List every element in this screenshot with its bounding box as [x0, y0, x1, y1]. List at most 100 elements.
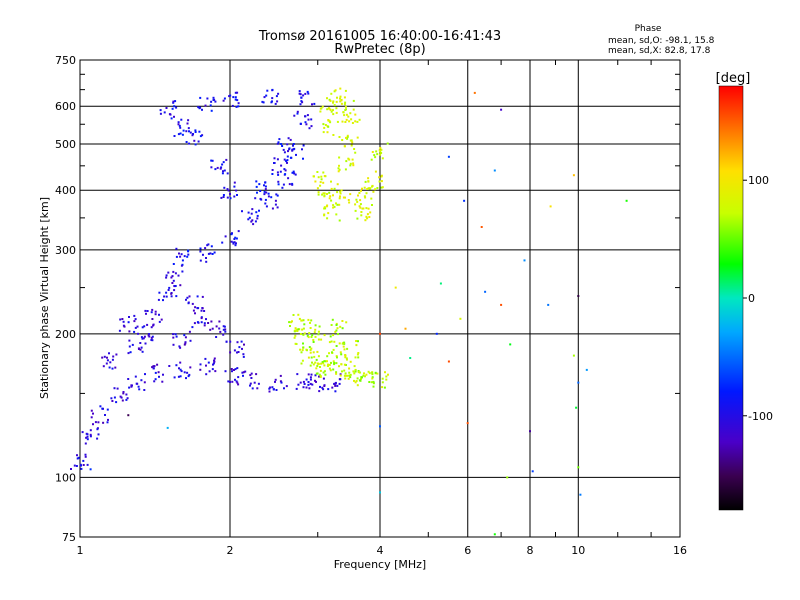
- data-point: [335, 345, 338, 347]
- data-point: [268, 390, 271, 393]
- data-point: [234, 368, 237, 371]
- data-point: [303, 383, 306, 385]
- data-point: [296, 330, 299, 332]
- data-point: [302, 380, 305, 383]
- data-point: [315, 358, 318, 361]
- data-point: [243, 343, 245, 346]
- data-point: [235, 380, 238, 383]
- data-point: [336, 120, 339, 123]
- data-point: [332, 368, 335, 371]
- data-point: [133, 320, 136, 323]
- data-point: [409, 357, 412, 359]
- data-point: [327, 212, 330, 215]
- data-point: [323, 214, 326, 217]
- data-point: [330, 180, 332, 183]
- data-point: [81, 431, 84, 434]
- data-point: [298, 92, 301, 95]
- data-point: [529, 430, 531, 433]
- data-point: [276, 206, 279, 209]
- data-point: [233, 349, 236, 352]
- data-point: [316, 187, 319, 190]
- data-point: [327, 363, 329, 366]
- data-point: [270, 196, 273, 199]
- data-point: [235, 237, 238, 240]
- data-point: [319, 110, 322, 113]
- data-point: [330, 199, 333, 202]
- data-point: [346, 136, 349, 138]
- data-point: [240, 340, 243, 343]
- data-point: [339, 378, 342, 381]
- data-point: [322, 131, 325, 134]
- data-point: [193, 322, 196, 325]
- data-point: [92, 423, 94, 426]
- data-point: [337, 167, 340, 170]
- data-point: [307, 381, 310, 383]
- data-point: [309, 351, 312, 354]
- data-point: [339, 100, 342, 103]
- data-point: [229, 340, 232, 343]
- data-point: [151, 308, 154, 311]
- x-tick-label: 10: [571, 544, 585, 557]
- data-point: [127, 321, 130, 324]
- data-point: [281, 145, 284, 147]
- data-point: [357, 370, 360, 372]
- data-point: [352, 370, 355, 373]
- data-point: [255, 180, 258, 183]
- data-point: [279, 170, 282, 173]
- data-point: [319, 107, 322, 110]
- data-point: [255, 211, 258, 214]
- data-point: [238, 346, 241, 349]
- data-point: [303, 332, 306, 335]
- data-point: [275, 95, 278, 98]
- data-point: [290, 321, 293, 324]
- data-point: [307, 118, 310, 121]
- data-point: [154, 371, 157, 374]
- data-point: [209, 328, 212, 331]
- data-point: [333, 363, 336, 366]
- data-point: [334, 390, 337, 393]
- data-point: [232, 96, 235, 99]
- data-point: [343, 363, 346, 366]
- data-point: [89, 435, 92, 438]
- data-point: [242, 355, 245, 358]
- data-point: [333, 187, 336, 190]
- data-point: [233, 181, 236, 184]
- data-point: [271, 207, 274, 210]
- data-point: [106, 421, 109, 424]
- y-tick-label: 300: [55, 244, 76, 257]
- data-point: [271, 386, 274, 389]
- data-point: [473, 91, 476, 94]
- data-point: [262, 101, 265, 104]
- x-tick-label: 8: [527, 544, 534, 557]
- data-point: [381, 377, 384, 380]
- x-tick-label: 6: [464, 544, 471, 557]
- data-point: [335, 324, 338, 326]
- data-point: [331, 351, 333, 354]
- data-point: [205, 373, 208, 376]
- data-point: [291, 171, 294, 174]
- data-point: [301, 328, 304, 331]
- data-point: [323, 195, 326, 198]
- data-point: [205, 260, 208, 263]
- data-point: [264, 185, 267, 188]
- data-point: [303, 323, 306, 326]
- data-point: [371, 204, 373, 206]
- data-point: [367, 180, 370, 183]
- data-point: [356, 136, 359, 139]
- data-point: [212, 363, 214, 366]
- data-point: [139, 342, 142, 344]
- data-point: [151, 335, 154, 338]
- data-point: [229, 94, 232, 97]
- data-point: [133, 314, 136, 317]
- data-point: [274, 203, 277, 206]
- data-point: [134, 318, 137, 321]
- data-point: [273, 157, 276, 160]
- data-point: [122, 391, 125, 393]
- data-point: [137, 347, 140, 350]
- data-point: [89, 433, 92, 436]
- data-point: [194, 131, 197, 133]
- data-point: [531, 470, 534, 473]
- data-point: [307, 373, 310, 376]
- data-point: [224, 235, 227, 238]
- data-point: [236, 91, 239, 94]
